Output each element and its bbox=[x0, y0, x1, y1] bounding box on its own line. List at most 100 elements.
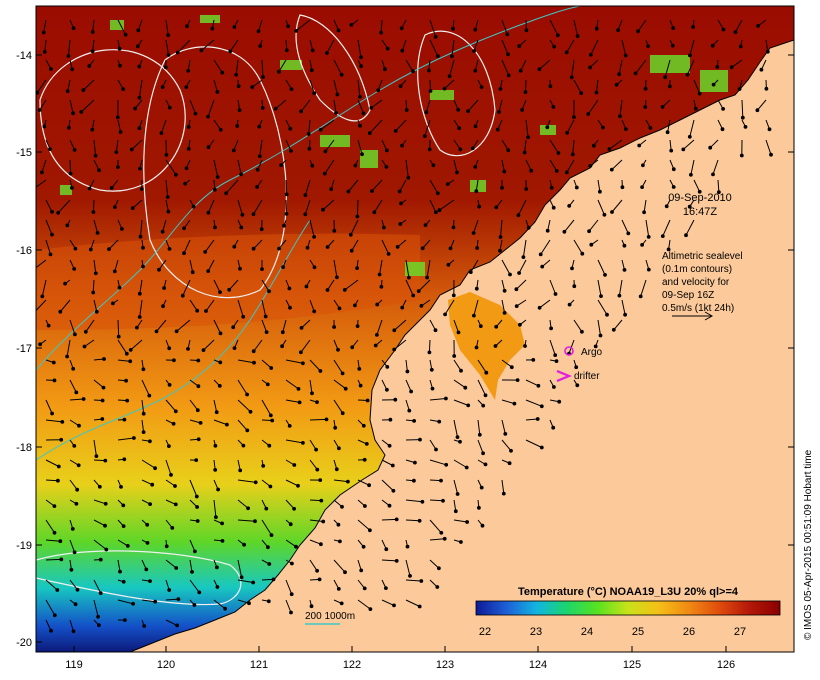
velocity-arrow-head bbox=[537, 67, 542, 72]
velocity-arrow-head bbox=[124, 351, 129, 356]
velocity-arrow-head bbox=[429, 367, 434, 372]
velocity-arrow-head bbox=[572, 115, 576, 119]
velocity-arrow-head bbox=[264, 506, 269, 511]
velocity-arrow-head bbox=[267, 289, 271, 294]
velocity-arrow-head bbox=[273, 106, 278, 111]
velocity-arrow-head bbox=[398, 84, 403, 88]
velocity-arrow-head bbox=[117, 285, 122, 290]
velocity-arrow-head bbox=[579, 91, 584, 95]
velocity-arrow bbox=[685, 219, 695, 236]
velocity-arrow bbox=[518, 259, 527, 274]
velocity-arrow-head bbox=[614, 82, 619, 87]
velocity-arrow bbox=[237, 399, 251, 413]
velocity-arrow-head bbox=[132, 436, 136, 440]
velocity-arrow-head bbox=[153, 599, 158, 604]
velocity-arrow-head bbox=[620, 185, 625, 190]
velocity-arrow-head bbox=[190, 270, 195, 275]
velocity-arrow bbox=[426, 259, 431, 278]
velocity-arrow-head bbox=[334, 111, 338, 115]
velocity-arrow bbox=[261, 299, 267, 317]
velocity-arrow-head bbox=[118, 130, 123, 134]
velocity-arrow bbox=[93, 379, 104, 388]
velocity-arrow-head bbox=[196, 437, 201, 442]
velocity-arrow bbox=[92, 279, 95, 293]
velocity-arrow-head bbox=[739, 153, 744, 158]
velocity-arrow bbox=[662, 219, 671, 237]
velocity-arrow-head bbox=[191, 204, 196, 209]
velocity-arrow-head bbox=[442, 536, 447, 541]
velocity-arrow-head bbox=[137, 95, 142, 100]
velocity-arrow-head bbox=[540, 264, 545, 269]
velocity-arrow bbox=[428, 339, 431, 353]
velocity-arrow bbox=[405, 159, 409, 178]
velocity-arrow bbox=[309, 559, 318, 572]
velocity-arrow-head bbox=[50, 232, 54, 237]
velocity-arrow-head bbox=[617, 72, 622, 77]
velocity-arrow bbox=[381, 139, 388, 151]
velocity-arrow-head bbox=[42, 124, 47, 129]
velocity-arrow bbox=[261, 319, 268, 333]
velocity-arrow-head bbox=[98, 557, 103, 562]
velocity-arrow bbox=[189, 259, 194, 273]
velocity-arrow bbox=[253, 339, 263, 352]
velocity-arrow bbox=[237, 159, 242, 175]
velocity-arrow bbox=[189, 539, 196, 552]
velocity-arrow-head bbox=[90, 49, 95, 54]
velocity-arrow-head bbox=[617, 293, 622, 298]
velocity-arrow-head bbox=[425, 275, 430, 280]
velocity-arrow bbox=[429, 538, 445, 541]
velocity-arrow-head bbox=[400, 143, 405, 148]
velocity-arrow bbox=[501, 19, 508, 35]
velocity-arrow-head bbox=[251, 580, 256, 585]
velocity-arrow-head bbox=[588, 65, 592, 70]
velocity-arrow bbox=[326, 39, 335, 54]
y-tick-label: -14 bbox=[16, 50, 32, 62]
velocity-arrow bbox=[525, 399, 542, 407]
velocity-arrow-head bbox=[338, 539, 342, 544]
velocity-arrow-head bbox=[733, 30, 738, 34]
velocity-arrow bbox=[93, 579, 102, 594]
velocity-arrow-head bbox=[218, 127, 223, 132]
velocity-arrow-head bbox=[362, 457, 367, 462]
velocity-arrow-head bbox=[367, 131, 372, 136]
velocity-arrow-head bbox=[72, 148, 77, 152]
velocity-arrow-head bbox=[473, 68, 478, 73]
velocity-arrow bbox=[237, 559, 243, 578]
velocity-arrow-head bbox=[455, 170, 459, 175]
velocity-arrow-head bbox=[267, 562, 272, 566]
velocity-arrow-head bbox=[428, 89, 433, 93]
velocity-arrow bbox=[189, 479, 198, 497]
velocity-arrow bbox=[141, 399, 145, 414]
velocity-arrow-head bbox=[74, 501, 79, 506]
velocity-arrow-head bbox=[198, 421, 203, 425]
velocity-arrow-head bbox=[358, 94, 362, 99]
velocity-arrow-head bbox=[640, 185, 644, 190]
velocity-arrow-head bbox=[270, 418, 275, 423]
velocity-arrow-head bbox=[69, 567, 74, 572]
velocity-arrow-head bbox=[336, 522, 341, 527]
velocity-arrow bbox=[165, 39, 169, 56]
velocity-arrow-head bbox=[638, 294, 643, 299]
velocity-arrow bbox=[285, 599, 292, 613]
velocity-arrow-head bbox=[480, 523, 485, 528]
velocity-arrow-head bbox=[623, 53, 628, 58]
velocity-arrow bbox=[320, 119, 335, 131]
velocity-arrow-head bbox=[287, 424, 292, 428]
velocity-arrow-head bbox=[196, 358, 201, 363]
velocity-arrow bbox=[453, 479, 459, 495]
velocity-arrow bbox=[285, 499, 295, 510]
velocity-arrow bbox=[621, 299, 626, 315]
velocity-arrow-head bbox=[215, 585, 220, 589]
velocity-arrow-head bbox=[325, 288, 330, 292]
velocity-arrow-head bbox=[368, 528, 372, 533]
velocity-arrow-head bbox=[359, 55, 363, 60]
velocity-arrow-head bbox=[242, 542, 247, 547]
isobaths bbox=[36, 6, 581, 461]
velocity-arrow-head bbox=[136, 28, 141, 33]
velocity-arrow bbox=[93, 259, 97, 274]
velocity-arrow-head bbox=[93, 271, 98, 276]
x-tick-label: 125 bbox=[623, 659, 641, 671]
velocity-arrow bbox=[59, 299, 71, 313]
velocity-arrow bbox=[141, 459, 156, 469]
velocity-arrow bbox=[165, 19, 169, 36]
